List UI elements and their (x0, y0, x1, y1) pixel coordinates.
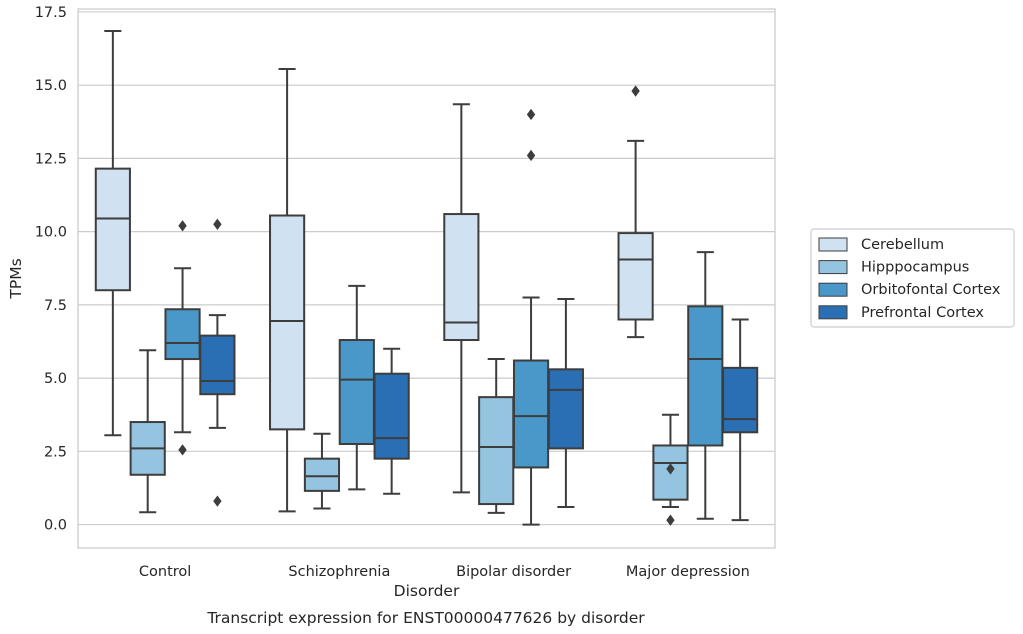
outlier-point (178, 220, 187, 232)
x-tick-label: Major depression (626, 564, 750, 580)
box-iqr (687, 305, 724, 447)
y-tick-labels: 0.0 2.5 5.0 7.5 10.0 12.5 15.0 17.5 (35, 5, 67, 534)
box-iqr (94, 167, 131, 292)
legend-frame (810, 228, 1015, 328)
y-tick-label: 10.0 (35, 225, 67, 241)
box (338, 284, 375, 491)
y-tick-label: 5.0 (44, 371, 67, 387)
box-iqr (547, 368, 584, 450)
box-iqr (443, 213, 480, 342)
y-tick-label: 17.5 (35, 5, 67, 21)
box-iqr (652, 444, 689, 501)
outlier-point (526, 149, 536, 162)
legend: Cerebellum Hipppocampus Orbitofontal Corte… (810, 228, 1015, 328)
box (373, 347, 410, 495)
y-tick-label: 0.0 (44, 518, 67, 534)
x-tick-label: Schizophrenia (288, 564, 390, 580)
box (512, 108, 550, 526)
box-iqr (478, 396, 515, 506)
x-tick-labels: Control Schizophrenia Bipolar disorder Majo… (139, 564, 750, 580)
legend-label: Hipppocampus (861, 260, 969, 276)
y-tick-label: 15.0 (35, 78, 67, 94)
box (199, 218, 236, 507)
outlier-point (213, 218, 222, 230)
outlier-point (213, 495, 222, 507)
chart-caption: Transcript expression for ENST0000047762… (206, 609, 645, 627)
x-axis-label: Disorder (394, 582, 460, 600)
outlier-point (178, 444, 187, 456)
outlier-point (631, 85, 640, 97)
legend-swatch (818, 282, 848, 297)
box-iqr (199, 334, 236, 396)
box (164, 220, 201, 456)
box (687, 251, 724, 520)
y-tick-label: 7.5 (44, 298, 67, 314)
box (478, 358, 515, 514)
box-iqr (722, 366, 759, 434)
box-iqr (303, 457, 341, 492)
legend-label: Prefrontal Cortex (861, 305, 984, 321)
x-tick-label: Bipolar disorder (456, 564, 571, 580)
box-iqr (269, 214, 306, 431)
legend-label: Cerebellum (861, 237, 944, 253)
box (94, 29, 131, 437)
grid (78, 11, 775, 526)
legend-swatch (818, 260, 848, 275)
box (722, 318, 759, 522)
box-iqr (617, 232, 654, 321)
y-axis-label: TPMs (7, 258, 25, 299)
y-tick-label: 12.5 (35, 151, 67, 167)
legend-swatch (818, 305, 848, 320)
box (269, 68, 306, 513)
box (652, 413, 689, 526)
box (617, 85, 654, 339)
box-iqr (512, 359, 550, 469)
box (129, 349, 166, 514)
box-iqr (373, 372, 410, 460)
box (443, 103, 480, 494)
plot-frame (77, 8, 776, 549)
legend-swatch (818, 237, 848, 252)
box-plot-series (94, 29, 759, 526)
box-iqr (338, 339, 375, 446)
outlier-point (666, 463, 675, 475)
box-iqr (164, 308, 201, 361)
box (547, 298, 584, 508)
legend-label: Orbitofontal Cortex (861, 282, 1001, 298)
outlier-point (666, 514, 675, 526)
box (303, 432, 341, 510)
outlier-point (526, 108, 536, 121)
x-tick-label: Control (139, 564, 191, 580)
y-tick-label: 2.5 (44, 444, 67, 460)
